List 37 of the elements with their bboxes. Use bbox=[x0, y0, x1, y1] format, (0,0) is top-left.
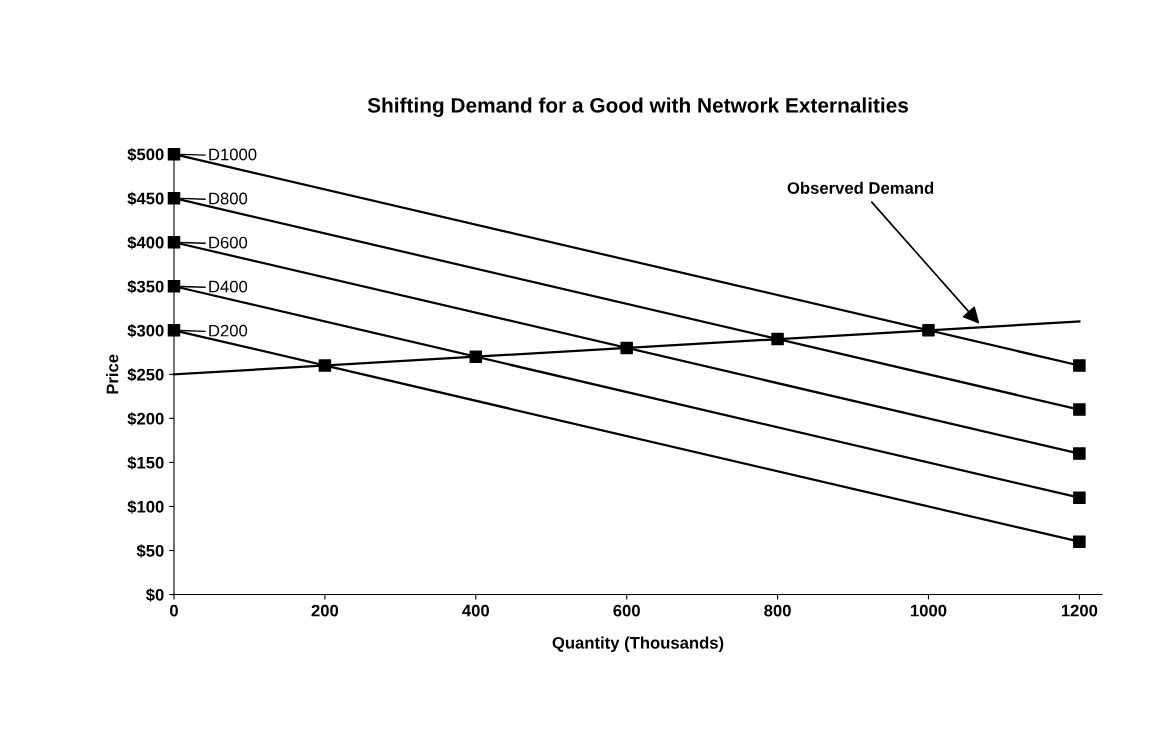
legend-label: D600 bbox=[209, 236, 248, 249]
y-tick-label: $100 bbox=[127, 500, 164, 514]
y-tick-label: $350 bbox=[127, 279, 164, 294]
x-tick-label: 600 bbox=[613, 604, 640, 617]
point bbox=[922, 324, 935, 337]
legend-label: D400 bbox=[209, 280, 248, 293]
point bbox=[771, 332, 784, 346]
x-tick-label: 800 bbox=[764, 604, 791, 617]
x-tick-label: 200 bbox=[311, 604, 339, 617]
point bbox=[1073, 359, 1086, 372]
y-tick-label: $500 bbox=[127, 147, 164, 162]
point bbox=[1073, 403, 1086, 416]
y-tick-label: $400 bbox=[127, 235, 164, 250]
point bbox=[620, 341, 633, 355]
point bbox=[1073, 491, 1086, 504]
y-tick-label: $200 bbox=[127, 412, 164, 426]
point bbox=[1073, 447, 1086, 460]
point bbox=[469, 350, 483, 363]
y-tick-label: $450 bbox=[127, 191, 164, 206]
x-tick-label: 0 bbox=[170, 604, 178, 617]
point bbox=[1073, 535, 1086, 548]
y-tick-label: $0 bbox=[145, 588, 164, 602]
y-tick-label: $50 bbox=[136, 544, 164, 558]
legend-label: D800 bbox=[209, 192, 248, 205]
legend-label: D1000 bbox=[209, 148, 257, 161]
annotation: Observed Demand bbox=[787, 181, 934, 194]
y-axis-title: Price bbox=[106, 354, 119, 394]
x-tick-label: 400 bbox=[462, 604, 490, 617]
chart-title: Shifting Demand for a Good with Network Externalities bbox=[367, 97, 909, 117]
y-tick-label: $250 bbox=[127, 368, 164, 382]
y-tick-label: $150 bbox=[127, 456, 164, 470]
x-tick-label: 1200 bbox=[1061, 604, 1098, 617]
point bbox=[318, 359, 332, 372]
x-axis-title: Quantity (Thousands) bbox=[552, 636, 724, 652]
legend-label: D200 bbox=[209, 324, 248, 337]
x-tick-label: 1000 bbox=[910, 604, 947, 617]
y-tick-label: $300 bbox=[127, 323, 164, 338]
